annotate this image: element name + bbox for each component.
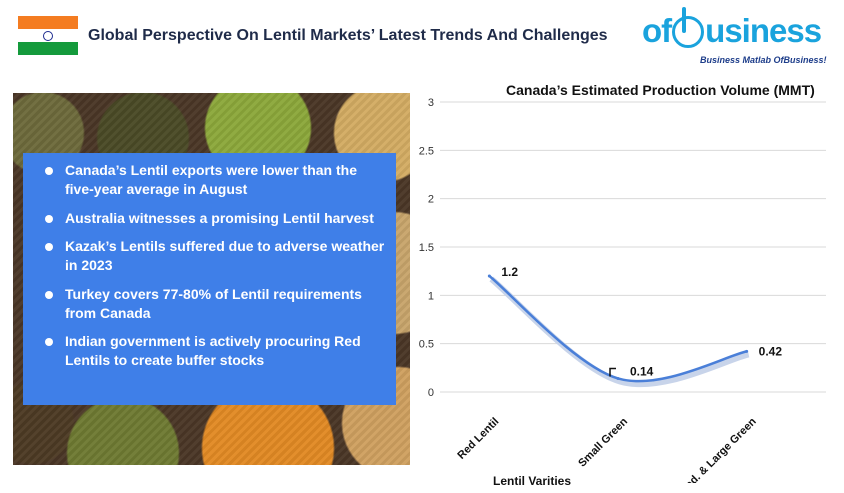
series-line (488, 275, 747, 383)
logo-b-mark (672, 7, 705, 48)
ofbusiness-logo: of usiness Business Matlab OfBusiness! (640, 7, 832, 70)
bullet-point: Indian government is actively procuring … (45, 332, 388, 370)
series-line-shadow (489, 276, 750, 388)
chart-title: Canada’s Estimated Production Volume (MM… (506, 82, 815, 98)
production-line-chart: 0 0.5 1 1.5 2 2.5 3 1.2 0.14 0.42 Red Lentil Small … (419, 97, 826, 483)
data-point (616, 376, 620, 380)
data-label: 1.2 (501, 265, 518, 279)
key-points-panel: Canada’s Lentil exports were lower than … (23, 153, 396, 405)
x-tick-label: Small Green (576, 415, 630, 469)
bullet-point: Turkey covers 77-80% of Lentil requireme… (45, 285, 388, 323)
y-tick-label: 3 (428, 97, 434, 109)
x-tick-label: Med. & Large Green (677, 415, 759, 483)
data-point (487, 274, 491, 278)
y-tick-label: 0.5 (419, 339, 434, 351)
logo-tagline: Business Matlab OfBusiness! (700, 55, 827, 65)
logo-word-left: of (642, 12, 672, 49)
data-label-leader (609, 367, 616, 377)
y-tick-label: 2 (428, 194, 434, 206)
data-label: 0.42 (759, 344, 783, 358)
data-label: 0.14 (630, 364, 654, 378)
page-title: Global Perspective On Lentil Markets’ La… (88, 27, 608, 44)
y-tick-label: 1.5 (419, 242, 434, 254)
y-tick-label: 2.5 (419, 145, 434, 157)
x-tick-label: Red Lentil (455, 416, 501, 462)
bullet-point: Kazak’s Lentils suffered due to adverse … (45, 237, 388, 275)
logo-word-right: usiness (705, 12, 822, 49)
x-axis-label: Lentil Varities (493, 474, 572, 488)
bullet-point: Australia witnesses a promising Lentil h… (45, 209, 388, 228)
bullet-point: Canada’s Lentil exports were lower than … (45, 161, 388, 199)
y-tick-label: 0 (428, 387, 434, 399)
data-point (745, 349, 749, 353)
y-tick-label: 1 (428, 290, 434, 302)
india-flag-icon (18, 16, 78, 55)
